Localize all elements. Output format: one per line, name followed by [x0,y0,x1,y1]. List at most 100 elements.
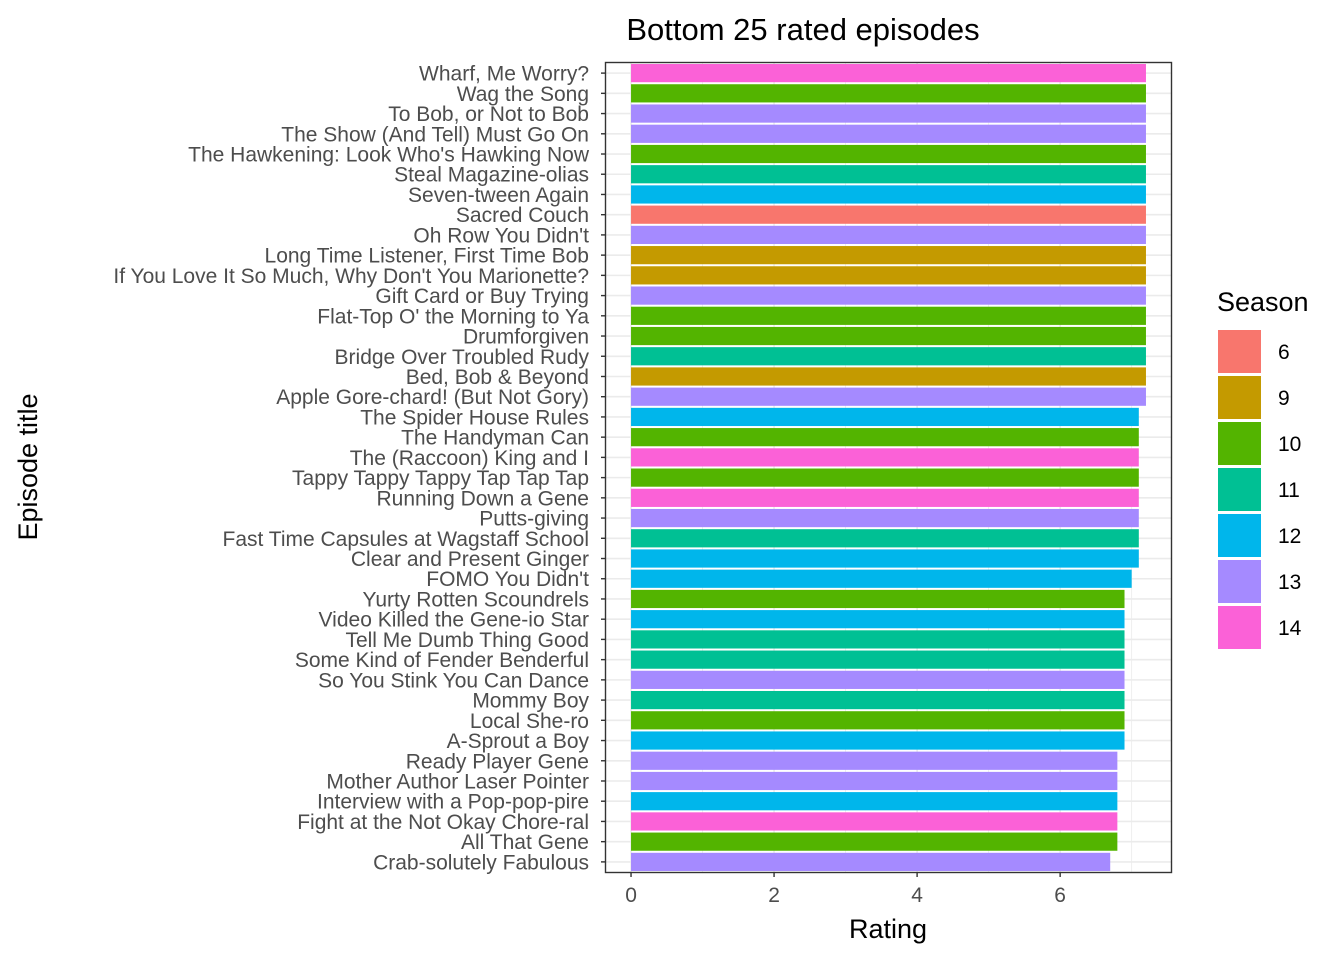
bar [631,569,1132,588]
y-tick-label: A-Sprout a Boy [447,730,590,753]
y-tick-label: The Handyman Can [401,427,589,450]
bar [631,670,1125,689]
y-tick-label: Flat-Top O' the Morning to Ya [317,305,589,328]
y-tick-label: Bridge Over Troubled Rudy [335,346,590,369]
bar [631,387,1146,406]
y-tick-label: Apple Gore-chard! (But Not Gory) [276,386,589,409]
bar [631,64,1146,83]
y-tick-label: Bed, Bob & Beyond [406,366,589,389]
legend-key [1218,606,1261,649]
y-tick-label: All That Gene [461,831,589,854]
y-tick-label: Wag the Song [457,83,589,106]
legend-label: 6 [1278,341,1290,364]
x-tick-label: 6 [1054,884,1066,907]
y-tick-label: Mother Author Laser Pointer [326,770,589,793]
bar [631,306,1146,325]
legend-key [1218,560,1261,603]
legend-label: 14 [1278,617,1302,640]
bar [631,488,1139,507]
bar [631,205,1146,224]
bar [631,711,1125,730]
y-tick-label: If You Love It So Much, Why Don't You Ma… [113,265,589,288]
legend-key [1218,468,1261,511]
bar [631,812,1118,831]
bar [631,549,1139,568]
grid-lines [606,63,1171,872]
bar [631,690,1125,710]
bar [631,407,1139,427]
bar [631,428,1139,447]
y-tick-label: FOMO You Didn't [426,568,589,591]
y-tick-label: Tell Me Dumb Thing Good [345,629,589,652]
y-tick-label: Clear and Present Ginger [351,548,589,571]
y-tick-label: The Hawkening: Look Who's Hawking Now [188,144,590,167]
y-tick-label: The (Raccoon) King and I [350,447,589,470]
y-tick-label: The Spider House Rules [360,406,589,429]
bar [631,185,1146,204]
y-tick-label: Putts-giving [479,508,589,531]
bar [631,610,1125,629]
bar [631,347,1146,366]
legend-key [1218,376,1261,419]
bar [631,286,1146,305]
legend-title: Season [1217,287,1309,317]
legend-key [1218,422,1261,465]
bar [631,468,1139,487]
y-tick-label: Crab-solutely Fabulous [373,851,589,874]
bar [631,508,1139,528]
bar [631,448,1139,467]
y-tick-label: Sacred Couch [456,204,589,227]
bar [631,266,1146,285]
y-tick-label: Local She-ro [470,710,589,733]
bar [631,751,1118,770]
x-tick-label: 4 [911,884,923,907]
legend-label: 13 [1278,571,1301,594]
y-tick-label: Ready Player Gene [406,750,589,773]
y-tick-label: So You Stink You Can Dance [318,669,589,692]
bar [631,367,1146,386]
bar [631,165,1146,184]
y-axis-title: Episode title [13,393,43,540]
y-tick-label: Fight at the Not Okay Chore-ral [297,811,589,834]
bar [631,124,1146,143]
y-tick-label: Yurty Rotten Scoundrels [363,588,589,611]
y-tick-label: Oh Row You Didn't [413,224,589,247]
bar [631,84,1146,103]
x-axis: 0 2 4 6 [625,872,1066,907]
bar [631,246,1146,265]
legend-label: 11 [1278,479,1300,502]
bar [631,832,1118,851]
x-tick-label: 0 [625,884,637,907]
y-tick-label: Wharf, Me Worry? [419,63,589,86]
legend-key [1218,330,1261,373]
chart-title: Bottom 25 rated episodes [626,12,979,47]
y-tick-label: Running Down a Gene [377,487,589,510]
bar [631,852,1111,871]
y-tick-label: Mommy Boy [472,690,589,713]
legend-label: 9 [1278,387,1290,410]
y-tick-label: Tappy Tappy Tappy Tap Tap Tap [292,467,589,490]
bar [631,529,1139,548]
legend-label: 10 [1278,433,1301,456]
y-tick-label: Video Killed the Gene-io Star [319,609,589,632]
y-tick-label: Fast Time Capsules at Wagstaff School [223,528,590,551]
y-tick-label: Drumforgiven [463,326,589,349]
bar [631,792,1118,811]
bar [631,104,1146,123]
y-tick-label: Interview with a Pop-pop-pire [317,791,589,814]
bars-group [631,64,1146,871]
legend: Season 6 9 10 11 12 13 14 [1217,287,1309,649]
y-tick-label: Seven-tween Again [408,184,589,207]
y-tick-label: Gift Card or Buy Trying [375,285,589,308]
bar [631,630,1125,649]
bar [631,650,1125,669]
bar [631,326,1146,346]
legend-key [1218,514,1261,557]
bar [631,771,1118,791]
y-tick-label: Some Kind of Fender Benderful [295,649,589,672]
bar [631,589,1125,609]
y-tick-label: Long Time Listener, First Time Bob [265,245,589,268]
y-tick-label: Steal Magazine-olias [394,164,589,187]
